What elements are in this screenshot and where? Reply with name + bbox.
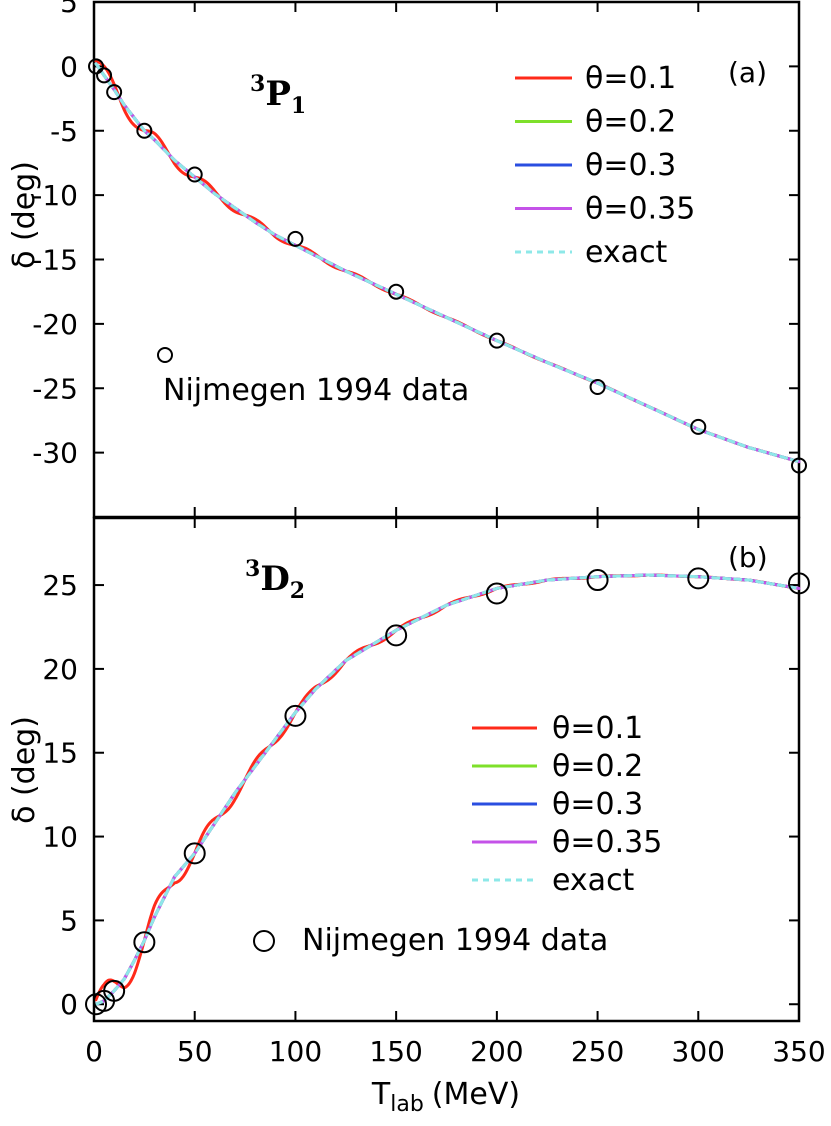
panel-a-ticks: 5 0 -5 -10 -15 -20 -25 -30 [32, 0, 800, 517]
data-point [287, 230, 304, 247]
panel-a-legend: θ=0.1 θ=0.2 θ=0.3 θ=0.35 exact [515, 61, 695, 270]
legend-entry: θ=0.1 [552, 711, 643, 746]
panel-b-wave-label: 3D2 [245, 556, 305, 604]
panel-a-points-label: Nijmegen 1994 data [163, 373, 469, 408]
legend-entry: exact [585, 235, 668, 270]
legend-entry: θ=0.2 [585, 105, 676, 140]
panel-a-curves [94, 59, 801, 464]
y-tick-label: 0 [60, 50, 78, 83]
y-tick-label: 0 [60, 988, 78, 1021]
data-point [385, 624, 408, 647]
legend-entry: θ=0.2 [552, 749, 643, 784]
y-tick-label: -10 [32, 179, 78, 212]
y-tick-label: -20 [32, 308, 78, 341]
x-tick-label: 200 [470, 1035, 523, 1068]
y-tick-label: 5 [60, 904, 78, 937]
data-point [488, 332, 505, 349]
panel-a-legend-marker [157, 347, 173, 363]
data-point [589, 378, 606, 395]
legend-entry: exact [552, 863, 635, 898]
panel-a-plot: 50-5-10-15-20-25-30 3P1 (a) θ=0.1θ=0.2θ=… [7, 0, 807, 519]
x-tick-label: 300 [672, 1035, 725, 1068]
legend-entry: θ=0.1 [585, 61, 676, 96]
panel-a-frame [92, 0, 801, 519]
y-tick-label: -5 [50, 115, 78, 148]
y-tick-label: 5 [60, 0, 78, 19]
legend-entry: θ=0.3 [552, 787, 643, 822]
legend-entry: θ=0.35 [585, 192, 695, 227]
data-point [586, 569, 609, 592]
panel-b-ylabel: δ (deg) [7, 716, 42, 824]
x-axis-label: Tlab (MeV) [371, 1077, 520, 1117]
x-tick-label: 250 [571, 1035, 624, 1068]
data-point [88, 58, 105, 75]
data-point [687, 567, 710, 590]
data-point [96, 67, 113, 84]
data-point [284, 704, 307, 727]
x-tick-label: 150 [369, 1035, 422, 1068]
legend-entry: θ=0.3 [585, 148, 676, 183]
panel-a-tag: (a) [728, 56, 767, 89]
panel-b-tag: (b) [728, 541, 768, 574]
x-tick-label: 0 [85, 1035, 103, 1068]
data-point [103, 979, 126, 1002]
data-point [388, 283, 405, 300]
panel-b-curves [94, 573, 801, 1006]
panel-b-frame [92, 516, 801, 1023]
data-point [791, 457, 807, 474]
legend-entry: θ=0.35 [552, 825, 662, 860]
data-point [788, 572, 810, 595]
y-tick-label: 10 [42, 821, 78, 854]
panel-b-points-label: Nijmegen 1994 data [302, 923, 608, 958]
y-tick-label: -25 [32, 372, 78, 405]
x-tick-label: 350 [772, 1035, 825, 1068]
x-tick-label: 50 [177, 1035, 213, 1068]
y-tick-label: 25 [42, 569, 78, 602]
panel-b-legend-marker [253, 930, 275, 952]
data-point [106, 84, 123, 101]
data-point [485, 582, 508, 605]
y-tick-label: -30 [32, 437, 78, 470]
data-point [690, 418, 707, 435]
y-tick-label: -15 [32, 244, 78, 277]
data-point [136, 122, 153, 139]
panel-a-ylabel: δ (deg) [7, 161, 42, 269]
y-tick-label: 20 [42, 653, 78, 686]
x-tick-label: 100 [269, 1035, 322, 1068]
data-point [186, 166, 203, 183]
panel-a-wave-label: 3P1 [250, 71, 306, 119]
series-line-exact [94, 573, 801, 1006]
y-tick-label: 15 [42, 737, 78, 770]
panel-a-data-points [88, 58, 807, 474]
panel-b-data-points [85, 567, 810, 1016]
series-line-exact [94, 62, 801, 464]
data-point [183, 842, 206, 865]
data-point [133, 931, 156, 954]
